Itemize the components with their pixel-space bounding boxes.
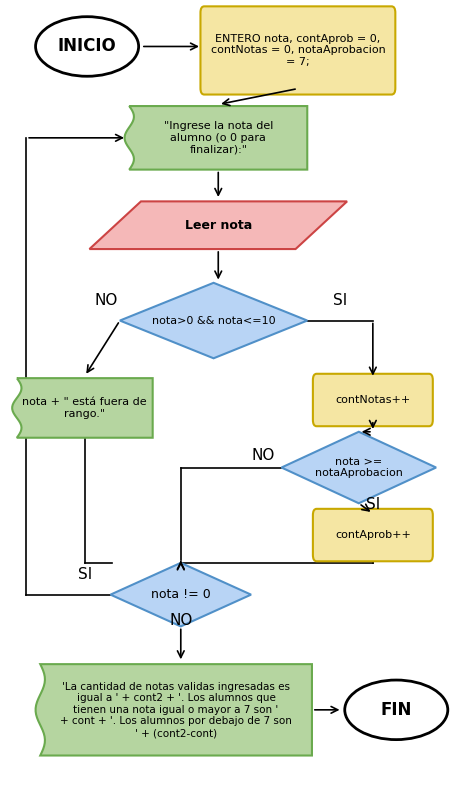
Text: nota >=
notaAprobacion: nota >= notaAprobacion — [315, 457, 403, 478]
Text: INICIO: INICIO — [58, 38, 117, 55]
Text: nota>0 && nota<=10: nota>0 && nota<=10 — [152, 315, 275, 326]
Polygon shape — [282, 432, 436, 503]
Text: FIN: FIN — [381, 701, 412, 719]
Polygon shape — [110, 563, 251, 626]
Text: 'La cantidad de notas validas ingresadas es
igual a ' + cont2 + '. Los alumnos q: 'La cantidad de notas validas ingresadas… — [60, 682, 292, 738]
Ellipse shape — [36, 17, 138, 76]
Text: contNotas++: contNotas++ — [335, 395, 410, 405]
Polygon shape — [12, 378, 153, 438]
Text: nota + " está fuera de
rango.": nota + " está fuera de rango." — [22, 397, 147, 418]
Text: "Ingrese la nota del
alumno (o 0 para
finalizar):": "Ingrese la nota del alumno (o 0 para fi… — [164, 122, 273, 154]
Text: nota != 0: nota != 0 — [151, 588, 210, 601]
Polygon shape — [125, 106, 307, 170]
Text: SI: SI — [78, 567, 92, 582]
Text: NO: NO — [169, 614, 192, 628]
Text: ENTERO nota, contAprob = 0,
contNotas = 0, notaAprobacion
= 7;: ENTERO nota, contAprob = 0, contNotas = … — [210, 34, 385, 67]
Text: contAprob++: contAprob++ — [335, 530, 411, 540]
FancyBboxPatch shape — [201, 6, 395, 94]
Text: SI: SI — [366, 498, 380, 512]
Text: NO: NO — [251, 448, 274, 463]
Polygon shape — [90, 202, 347, 249]
Text: Leer nota: Leer nota — [185, 218, 252, 232]
FancyBboxPatch shape — [313, 509, 433, 562]
Ellipse shape — [345, 680, 448, 740]
Polygon shape — [36, 664, 312, 755]
Polygon shape — [120, 283, 307, 358]
Text: SI: SI — [333, 293, 347, 308]
FancyBboxPatch shape — [313, 374, 433, 426]
Text: NO: NO — [94, 293, 118, 308]
